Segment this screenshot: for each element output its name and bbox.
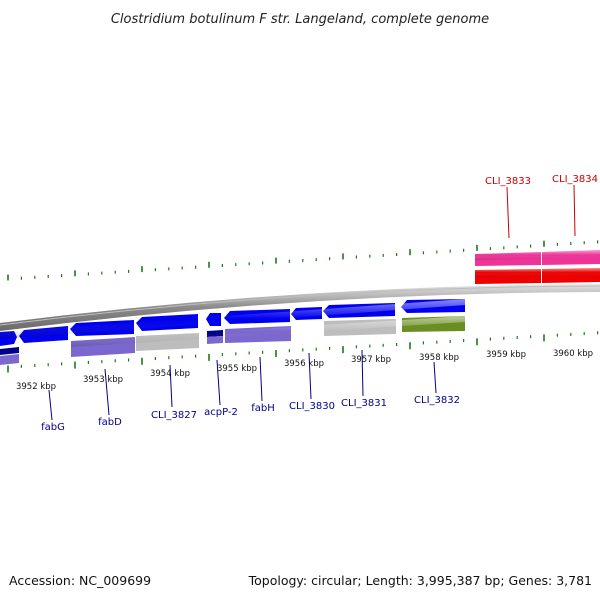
feature-block[interactable] [0,354,19,365]
ruler-label: 3952 kbp [16,382,56,392]
gene-label-CLI-3833[interactable]: CLI_3833 [485,176,531,187]
reverse-tick-marks [7,331,599,373]
ruler-label: 3958 kbp [419,353,459,363]
map-title: Clostridium botulinum F str. Langeland, … [111,12,489,27]
gene-label-CLI-3834[interactable]: CLI_3834 [552,174,598,185]
ruler-label: 3955 kbp [217,364,257,374]
ruler-label: 3959 kbp [486,350,526,360]
gene-label-fabH[interactable]: fabH [251,403,275,414]
ruler-label: 3957 kbp [351,355,391,365]
gene-label-fabD[interactable]: fabD [98,417,122,428]
gene-label-CLI-3832[interactable]: CLI_3832 [414,395,460,406]
forward-tick-marks [7,240,599,281]
forward-genes-row [0,299,465,346]
gene-label-fabG[interactable]: fabG [41,422,65,433]
highlighted-genes [475,250,600,284]
gene-label-CLI-3827[interactable]: CLI_3827 [151,410,197,421]
feature-block[interactable] [0,347,19,355]
gene-label-CLI-3831[interactable]: CLI_3831 [341,398,387,409]
ruler-label: 3953 kbp [83,375,123,385]
gene-label-CLI-3830[interactable]: CLI_3830 [289,401,335,412]
gene-leader-lines [48,184,576,421]
feature-blocks-row [0,316,465,365]
ruler-label: 3960 kbp [553,349,593,359]
genome-backbone [0,284,600,331]
gene-label-acpP-2[interactable]: acpP-2 [204,407,238,418]
accession-text: Accession: NC_009699 [9,573,151,588]
coordinate-ruler: 3952 kbp 3953 kbp 3954 kbp 3955 kbp 3956… [16,349,593,392]
genome-summary-text: Topology: circular; Length: 3,995,387 bp… [248,573,592,588]
gene-labels: fabG fabD CLI_3827 acpP-2 fabH CLI_3830 … [41,174,598,433]
ruler-label: 3956 kbp [284,359,324,369]
